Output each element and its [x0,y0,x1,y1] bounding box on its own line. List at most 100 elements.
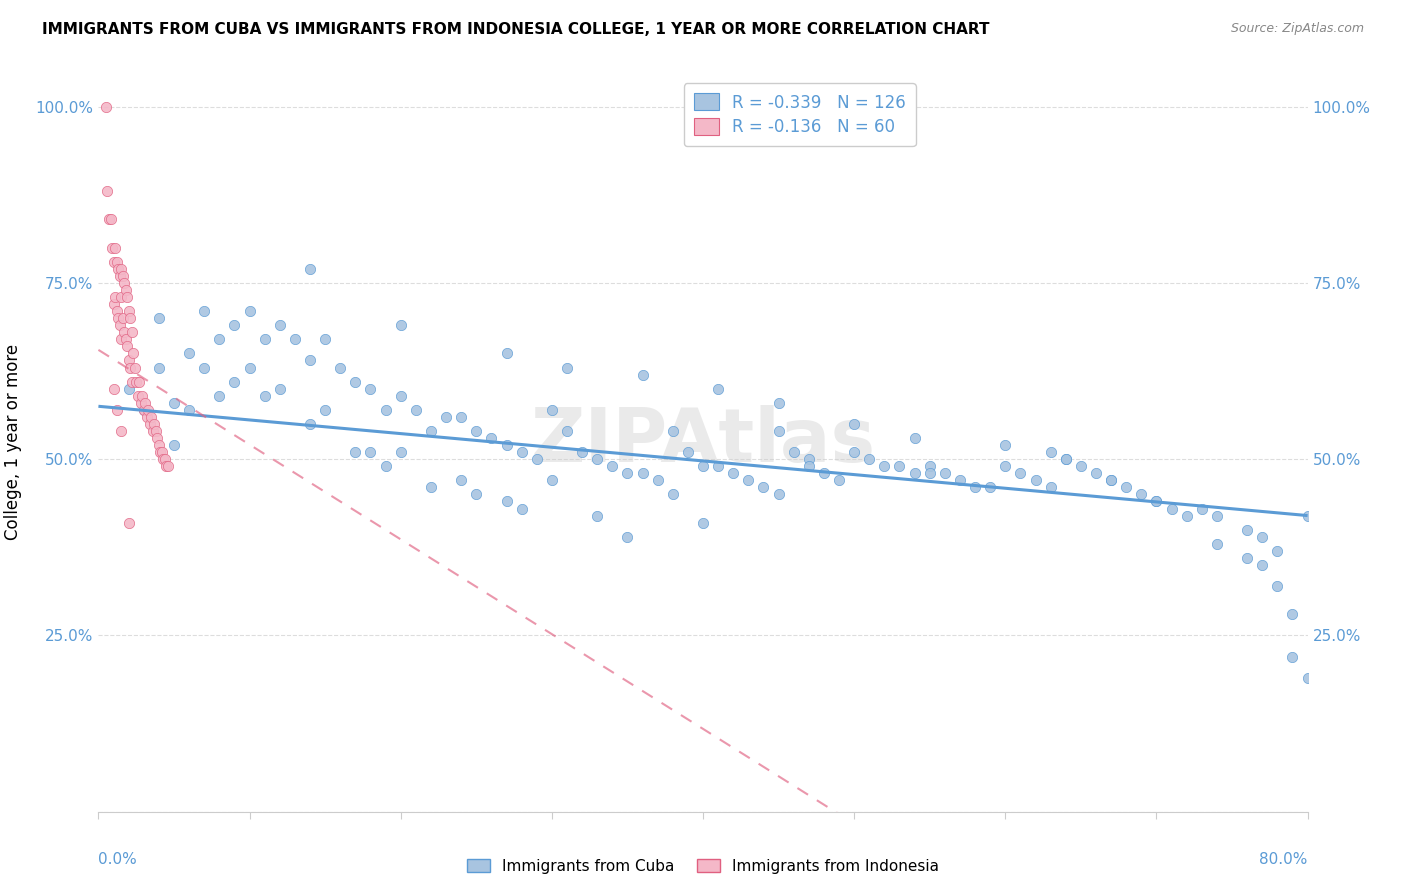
Point [129,396,152,410]
Point [631,368,654,382]
Y-axis label: College, 1 year or more: College, 1 year or more [4,343,21,540]
Point [540,473,562,487]
Point [602,459,624,474]
Point [100,212,122,227]
Point [540,402,562,417]
Point [299,353,322,368]
Point [1099,473,1122,487]
Point [239,304,262,318]
Point [112,325,135,339]
Point [994,459,1017,474]
Point [1281,649,1303,664]
Point [844,417,866,431]
Point [120,360,142,375]
Point [692,516,714,530]
Point [1010,467,1032,481]
Point [783,445,806,459]
Point [858,452,880,467]
Text: Source: ZipAtlas.com: Source: ZipAtlas.com [1230,22,1364,36]
Point [1251,558,1274,572]
Point [143,417,166,431]
Point [1251,530,1274,544]
Point [768,487,790,501]
Point [1267,579,1289,593]
Point [797,452,820,467]
Point [465,487,488,501]
Point [114,332,136,346]
Point [526,452,548,467]
Point [103,297,125,311]
Point [104,241,127,255]
Point [723,467,745,481]
Point [752,480,775,494]
Point [1144,494,1167,508]
Point [96,184,118,198]
Point [889,459,911,474]
Point [768,396,790,410]
Point [98,212,121,227]
Point [631,467,654,481]
Point [101,241,124,255]
Point [707,382,730,396]
Point [141,409,163,424]
Point [1039,445,1062,459]
Point [150,445,173,459]
Point [1191,501,1213,516]
Point [495,346,517,360]
Point [103,382,125,396]
Legend: R = -0.339   N = 126, R = -0.136   N = 60: R = -0.339 N = 126, R = -0.136 N = 60 [683,83,915,146]
Point [132,402,155,417]
Point [1070,459,1092,474]
Point [495,494,517,508]
Point [128,375,150,389]
Point [110,261,132,276]
Point [616,467,638,481]
Point [374,459,396,474]
Point [148,438,170,452]
Point [314,332,336,346]
Point [420,480,443,494]
Point [152,452,174,467]
Point [122,346,145,360]
Point [1236,523,1258,537]
Point [136,402,159,417]
Point [949,473,972,487]
Point [107,311,129,326]
Point [329,360,352,375]
Point [616,530,638,544]
Point [132,402,155,417]
Point [299,417,322,431]
Point [586,508,609,523]
Text: IMMIGRANTS FROM CUBA VS IMMIGRANTS FROM INDONESIA COLLEGE, 1 YEAR OR MORE CORREL: IMMIGRANTS FROM CUBA VS IMMIGRANTS FROM … [42,22,990,37]
Point [110,332,132,346]
Point [124,360,146,375]
Point [108,268,131,283]
Point [134,396,156,410]
Point [1281,607,1303,622]
Point [389,318,412,333]
Point [148,360,170,375]
Point [163,396,186,410]
Point [125,375,148,389]
Point [269,318,291,333]
Point [1054,452,1077,467]
Point [389,389,412,403]
Point [434,409,457,424]
Point [94,100,117,114]
Point [115,290,138,304]
Point [224,318,246,333]
Point [1296,508,1319,523]
Point [768,424,790,438]
Point [127,389,149,403]
Point [120,311,142,326]
Point [111,268,134,283]
Point [405,402,427,417]
Point [934,467,956,481]
Point [142,424,165,438]
Point [965,480,987,494]
Point [495,438,517,452]
Point [224,375,246,389]
Point [918,467,941,481]
Point [284,332,307,346]
Point [828,473,851,487]
